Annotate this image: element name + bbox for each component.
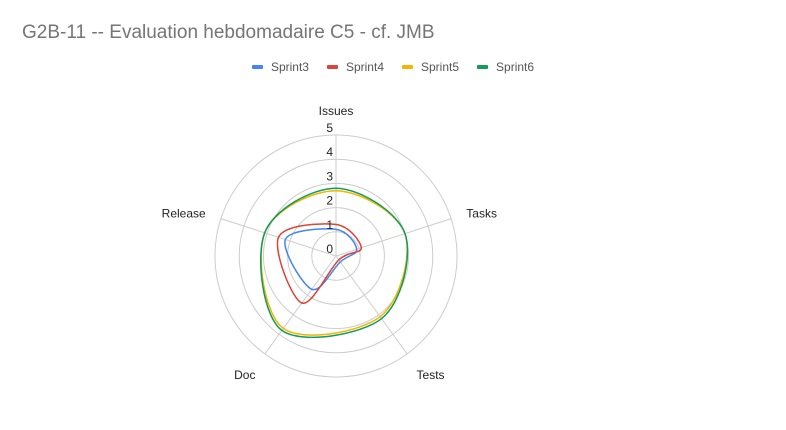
axis-label-issues: Issues: [319, 104, 354, 118]
legend-label: Sprint4: [345, 60, 384, 74]
series-line-sprint4: [276, 223, 363, 304]
spoke-line: [264, 255, 337, 355]
tick-label: 0: [326, 242, 333, 256]
axis-label-release: Release: [162, 207, 206, 221]
legend-label: Sprint5: [421, 60, 460, 74]
legend-swatch: [402, 65, 413, 69]
spoke-line: [335, 218, 452, 257]
legend-item-sprint3[interactable]: Sprint3: [251, 60, 309, 74]
legend-label: Sprint6: [496, 60, 535, 74]
legend-item-sprint4[interactable]: Sprint4: [326, 60, 384, 74]
legend: Sprint3 Sprint4 Sprint5 Sprint6: [0, 60, 786, 74]
axis-label-doc: Doc: [234, 368, 255, 382]
legend-swatch: [477, 65, 489, 69]
series-line-sprint6: [260, 187, 409, 339]
radar-series: [260, 187, 409, 339]
tick-label: 2: [326, 194, 333, 208]
tick-label: 3: [326, 169, 333, 183]
legend-item-sprint6[interactable]: Sprint6: [477, 60, 534, 74]
chart-title: G2B-11 -- Evaluation hebdomadaire C5 - c…: [22, 22, 435, 43]
tick-label: 4: [326, 145, 333, 159]
axis-label-tests: Tests: [417, 368, 445, 382]
legend-swatch: [326, 65, 338, 69]
legend-swatch: [251, 65, 263, 69]
legend-item-sprint5[interactable]: Sprint5: [402, 60, 459, 74]
tick-label: 1: [326, 218, 333, 232]
spoke-line: [335, 255, 408, 355]
radar-spokes: [220, 135, 452, 355]
axis-label-tasks: Tasks: [466, 207, 497, 221]
radial-tick-labels: 0 1 2 3 4 5: [326, 121, 333, 256]
series-line-sprint5: [260, 189, 408, 336]
axis-labels: Issues Tasks Tests Doc Release: [162, 104, 497, 382]
legend-label: Sprint3: [270, 60, 309, 74]
series-line-sprint3: [284, 228, 358, 291]
tick-label: 5: [326, 121, 333, 135]
